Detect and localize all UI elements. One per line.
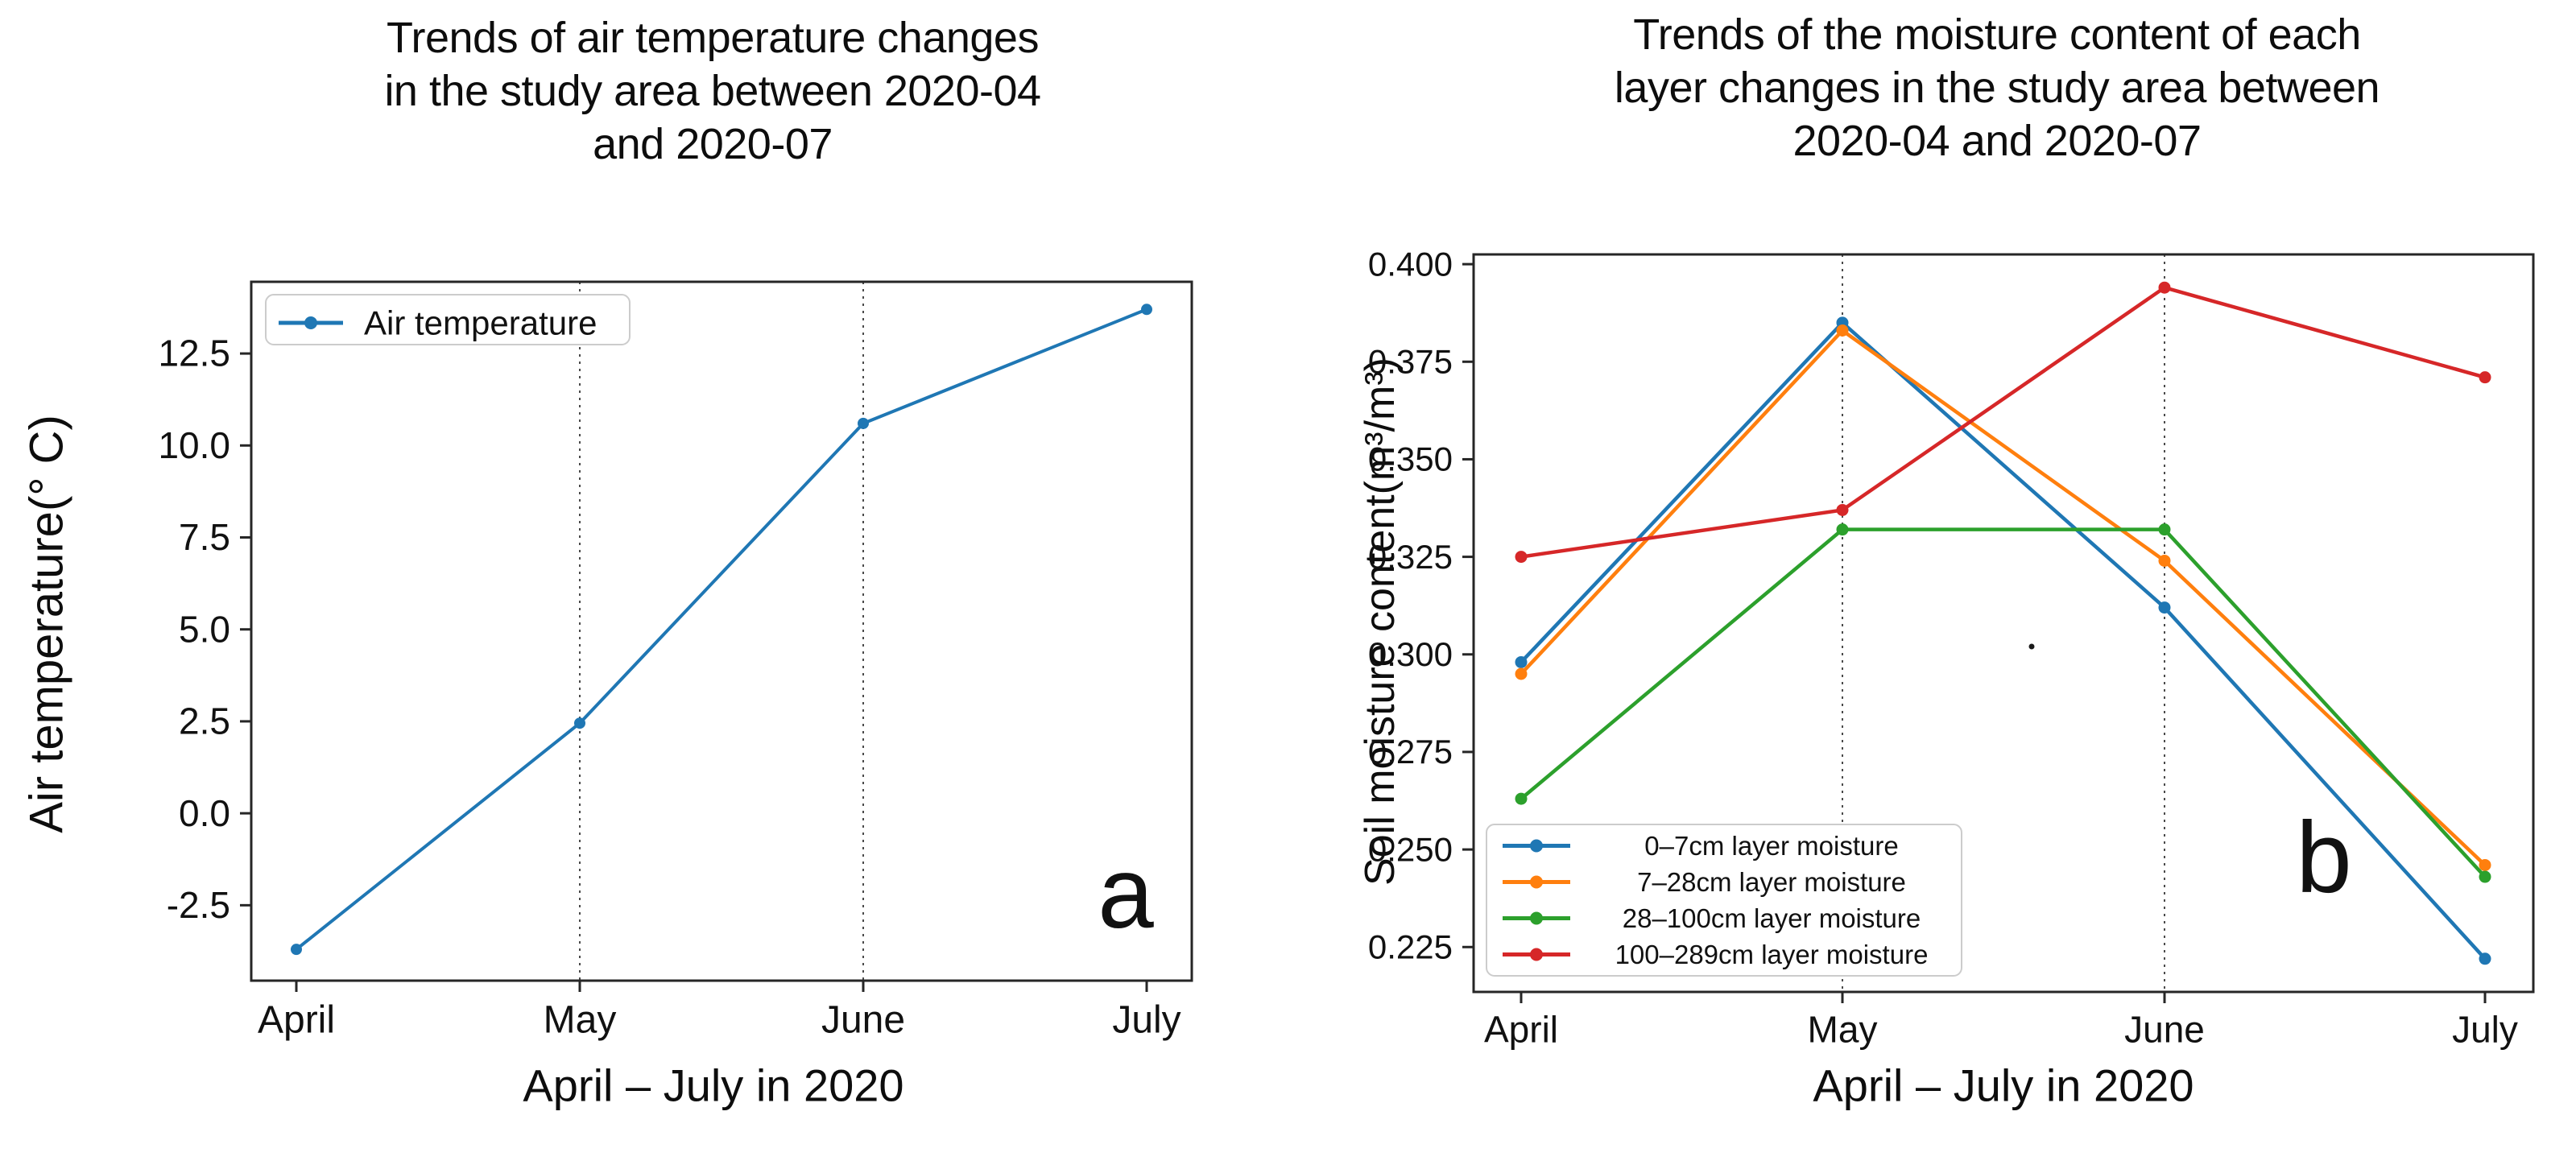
series-line-28-100cm-layer-moisture bbox=[1519, 527, 2487, 879]
data-point bbox=[858, 417, 869, 429]
legend-label: 7–28cm layer moisture bbox=[1637, 867, 1906, 897]
data-point bbox=[1141, 304, 1152, 316]
y-tick-label: 0.375 bbox=[1368, 343, 1453, 381]
data-point bbox=[2479, 870, 2491, 883]
data-point bbox=[2158, 601, 2171, 614]
data-point bbox=[2479, 858, 2491, 871]
data-point bbox=[2158, 554, 2171, 567]
x-axis-label-a: April – July in 2020 bbox=[523, 1060, 904, 1111]
series-line-0-7cm-layer-moisture bbox=[1519, 320, 2487, 961]
panel-a-title-line-1: Trends of air temperature changes bbox=[387, 14, 1039, 62]
data-point bbox=[1836, 324, 1849, 337]
x-tick-label: July bbox=[1112, 998, 1180, 1041]
data-point bbox=[1515, 655, 1528, 668]
y-tick-label: 0.0 bbox=[179, 792, 230, 834]
panel-letter-b: b bbox=[2296, 802, 2352, 914]
legend-label: Air temperature bbox=[364, 304, 597, 342]
panel-b-title-line-3: 2020-04 and 2020-07 bbox=[1792, 117, 2202, 165]
legend-marker bbox=[1530, 911, 1543, 925]
data-point bbox=[2479, 371, 2491, 384]
y-tick-label: 12.5 bbox=[158, 333, 230, 374]
legend-marker bbox=[1530, 839, 1543, 853]
y-tick-label: 0.250 bbox=[1368, 830, 1453, 868]
y-tick-label: 0.300 bbox=[1368, 635, 1453, 673]
series-line-100-289cm-layer-moisture bbox=[1519, 285, 2487, 559]
x-axis-label-b: April – July in 2020 bbox=[1813, 1060, 2194, 1111]
panel-a-title-line-2: in the study area between 2020-04 bbox=[384, 67, 1041, 115]
data-point bbox=[1515, 792, 1528, 805]
data-point bbox=[2479, 952, 2491, 965]
x-tick-label: July bbox=[2452, 1008, 2518, 1050]
y-tick-label: 10.0 bbox=[158, 424, 230, 466]
data-point bbox=[2158, 523, 2171, 536]
data-point bbox=[1515, 667, 1528, 680]
x-tick-label: June bbox=[2124, 1008, 2205, 1050]
y-tick-label: 0.275 bbox=[1368, 733, 1453, 771]
legend-label: 28–100cm layer moisture bbox=[1623, 903, 1921, 933]
legend-marker bbox=[1530, 875, 1543, 889]
panel-a-title-line-3: and 2020-07 bbox=[593, 120, 833, 168]
y-tick-label: 7.5 bbox=[179, 516, 230, 558]
panel-a-title: Trends of air temperature changes in the… bbox=[225, 11, 1200, 171]
y-tick-label: 0.325 bbox=[1368, 538, 1453, 576]
data-point bbox=[574, 717, 585, 729]
data-point bbox=[1515, 551, 1528, 564]
panel-letter-a: a bbox=[1098, 837, 1154, 949]
series-line-air-temperature bbox=[295, 308, 1148, 952]
legend-box bbox=[265, 294, 631, 345]
x-tick-label: April bbox=[258, 998, 335, 1041]
data-point bbox=[2158, 281, 2171, 294]
panel-b-title-line-2: layer changes in the study area between bbox=[1614, 64, 2380, 112]
axis-frame bbox=[250, 280, 1193, 982]
legend-marker bbox=[304, 316, 317, 329]
y-tick-label: -2.5 bbox=[167, 884, 230, 926]
y-tick-label: 0.350 bbox=[1368, 440, 1453, 478]
y-tick-label: 2.5 bbox=[179, 700, 230, 742]
series-line-7-28cm-layer-moisture bbox=[1519, 328, 2487, 867]
stray-dot-artifact bbox=[2028, 643, 2035, 650]
data-point bbox=[1836, 523, 1849, 536]
y-tick-label: 5.0 bbox=[179, 608, 230, 650]
legend-label: 0–7cm layer moisture bbox=[1644, 831, 1898, 861]
x-tick-label: May bbox=[1808, 1008, 1878, 1050]
x-tick-label: May bbox=[544, 998, 617, 1041]
data-point bbox=[1836, 503, 1849, 516]
legend-marker bbox=[1530, 948, 1543, 961]
legend-label: 100–289cm layer moisture bbox=[1615, 940, 1929, 969]
x-tick-label: June bbox=[821, 998, 905, 1041]
panel-b-title: Trends of the moisture content of each l… bbox=[1449, 8, 2545, 167]
axis-frame bbox=[1472, 253, 2535, 994]
legend-box bbox=[1486, 824, 1962, 977]
y-tick-label: 0.225 bbox=[1368, 928, 1453, 966]
x-tick-label: April bbox=[1484, 1008, 1558, 1050]
panel-b-title-line-1: Trends of the moisture content of each bbox=[1633, 10, 2361, 59]
data-point bbox=[291, 944, 302, 956]
y-tick-label: 0.400 bbox=[1368, 245, 1453, 283]
